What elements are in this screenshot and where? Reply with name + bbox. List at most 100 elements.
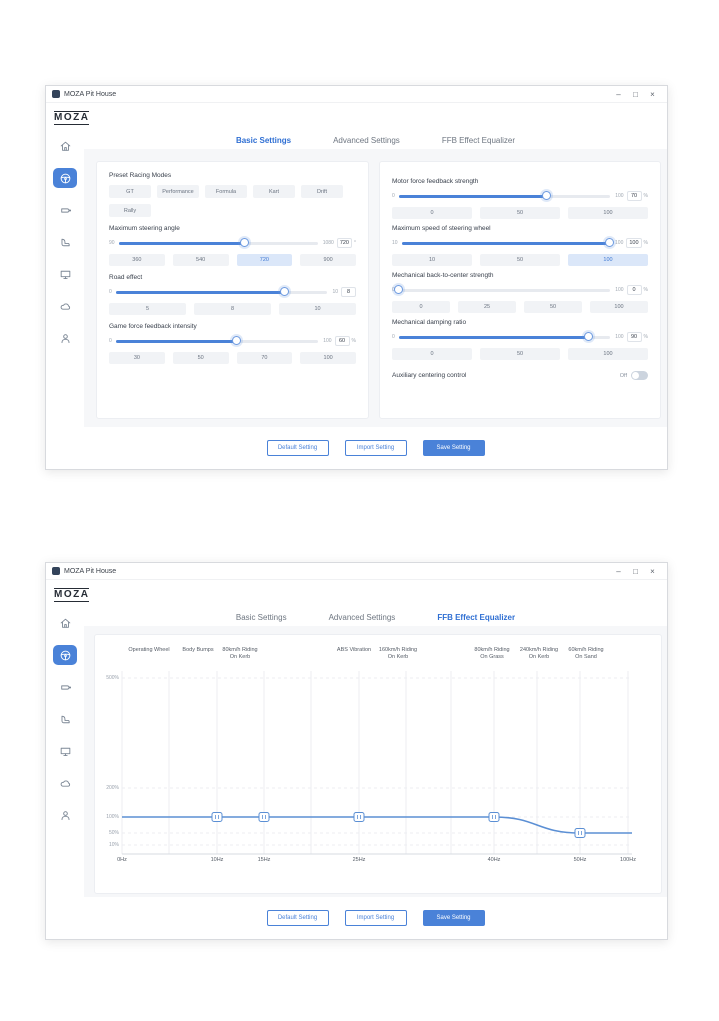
slider-handle[interactable] xyxy=(280,287,290,296)
slider-presets: 360 540 720 900 xyxy=(109,254,356,266)
preset-50-button[interactable]: 50 xyxy=(480,348,560,360)
sidebar-item-wheelbase[interactable] xyxy=(53,677,77,697)
auxiliary-centering-toggle[interactable] xyxy=(631,371,648,380)
rig-icon xyxy=(61,238,70,246)
preset-0-button[interactable]: 0 xyxy=(392,348,472,360)
slider-track-mechanical-damping-ratio[interactable] xyxy=(398,332,611,341)
maximize-button[interactable]: □ xyxy=(633,89,638,99)
eq-band-handle[interactable] xyxy=(574,828,586,838)
tab-advanced-settings[interactable]: Advanced Settings xyxy=(333,126,400,153)
preset-30-button[interactable]: 30 xyxy=(109,352,165,364)
eq-band-handle[interactable] xyxy=(488,812,500,822)
eq-band-handle[interactable] xyxy=(258,812,270,822)
sidebar-item-rig[interactable] xyxy=(53,709,77,729)
save-setting-button[interactable]: Save Setting xyxy=(422,440,485,456)
default-setting-button[interactable]: Default Setting xyxy=(266,440,329,456)
mode-rally-button[interactable]: Rally xyxy=(109,204,151,217)
slider-track-mechanical-back-to-center-strength[interactable] xyxy=(393,285,611,294)
preset-50-button[interactable]: 50 xyxy=(480,254,560,266)
preset-10-button[interactable]: 10 xyxy=(279,303,356,315)
preset-0-button[interactable]: 0 xyxy=(392,301,450,313)
preset-100-button[interactable]: 100 xyxy=(568,348,648,360)
tab-bar: Basic Settings Advanced Settings FFB Effec… xyxy=(84,603,667,630)
sidebar-item-display[interactable] xyxy=(53,264,77,284)
eq-x-tick: 40Hz xyxy=(487,857,501,863)
preset-360-button[interactable]: 360 xyxy=(109,254,165,266)
sidebar-item-cloud[interactable] xyxy=(53,773,77,793)
tab-label: Advanced Settings xyxy=(328,613,396,622)
tab-basic-settings[interactable]: Basic Settings xyxy=(236,603,287,630)
eq-x-tick: 10Hz xyxy=(210,857,224,863)
sidebar-item-rig[interactable] xyxy=(53,232,77,252)
basic-settings-content: Preset Racing Modes GT Performance Formula K… xyxy=(84,149,667,427)
preset-0-button[interactable]: 0 xyxy=(392,207,472,219)
default-setting-button[interactable]: Default Setting xyxy=(266,910,329,926)
slider-track-maximum-steering-angle[interactable] xyxy=(118,238,318,247)
preset-100-button[interactable]: 100 xyxy=(568,207,648,219)
import-setting-button[interactable]: Import Setting xyxy=(344,910,407,926)
slider-handle[interactable] xyxy=(232,336,242,345)
mode-kart-button[interactable]: Kart xyxy=(253,185,295,198)
minimize-button[interactable]: – xyxy=(616,566,621,576)
slider-row: 0 10 8 xyxy=(109,287,356,297)
preset-8-button[interactable]: 8 xyxy=(194,303,271,315)
sidebar-item-user[interactable] xyxy=(53,328,77,348)
mode-formula-button[interactable]: Formula xyxy=(205,185,247,198)
close-button[interactable]: × xyxy=(650,89,655,99)
sidebar-item-steering-wheel[interactable] xyxy=(53,168,77,188)
ffb-equalizer-chart-panel: Operating Wheel Body Bumps 80km/h Riding O… xyxy=(94,634,662,894)
mode-gt-button[interactable]: GT xyxy=(109,185,151,198)
slider-handle[interactable] xyxy=(584,332,594,341)
maximize-button[interactable]: □ xyxy=(633,566,638,576)
preset-540-button[interactable]: 540 xyxy=(172,254,229,266)
steering-wheel-icon xyxy=(60,650,70,660)
preset-50-button[interactable]: 50 xyxy=(480,207,560,219)
slider-track-motor-force-feedback-strength[interactable] xyxy=(398,191,611,200)
preset-25-button[interactable]: 25 xyxy=(458,301,516,313)
slider-track-maximum-speed-of-steering-wheel[interactable] xyxy=(401,238,615,247)
import-setting-button[interactable]: Import Setting xyxy=(344,440,407,456)
preset-50-button[interactable]: 50 xyxy=(524,301,582,313)
preset-100-button[interactable]: 100 xyxy=(300,352,356,364)
steering-wheel-icon xyxy=(60,173,70,183)
sidebar-item-home[interactable] xyxy=(53,136,77,156)
sidebar-item-user[interactable] xyxy=(53,805,77,825)
sidebar-item-display[interactable] xyxy=(53,741,77,761)
slider-fill xyxy=(398,194,547,198)
tab-ffb-effect-equalizer[interactable]: FFB Effect Equalizer xyxy=(442,126,515,153)
mode-performance-button[interactable]: Performance xyxy=(157,185,199,198)
preset-racing-modes: Preset Racing Modes GT Performance Formula K… xyxy=(109,172,356,217)
slider-track-game-force-feedback-intensity[interactable] xyxy=(115,336,319,345)
slider-handle[interactable] xyxy=(393,285,403,294)
sidebar-item-steering-wheel[interactable] xyxy=(53,645,77,665)
slider-value: 8 xyxy=(341,287,356,297)
preset-10-button[interactable]: 10 xyxy=(392,254,472,266)
slider-handle[interactable] xyxy=(605,238,615,247)
preset-50-button[interactable]: 50 xyxy=(172,352,229,364)
tab-label: FFB Effect Equalizer xyxy=(441,136,516,145)
preset-100-button[interactable]: 100 xyxy=(568,254,648,266)
tab-advanced-settings[interactable]: Advanced Settings xyxy=(329,603,396,630)
preset-900-button[interactable]: 900 xyxy=(300,254,356,266)
eq-band-handle[interactable] xyxy=(353,812,365,822)
app-icon xyxy=(52,567,60,575)
sidebar-item-wheelbase[interactable] xyxy=(53,200,77,220)
eq-band-handle[interactable] xyxy=(211,812,223,822)
save-setting-button[interactable]: Save Setting xyxy=(422,910,485,926)
preset-5-button[interactable]: 5 xyxy=(109,303,186,315)
sidebar-item-home[interactable] xyxy=(53,613,77,633)
preset-100-button[interactable]: 100 xyxy=(590,301,648,313)
slider-row: 0 100 70% xyxy=(392,191,648,201)
slider-handle[interactable] xyxy=(541,191,551,200)
minimize-button[interactable]: – xyxy=(616,89,621,99)
sidebar-item-cloud[interactable] xyxy=(53,296,77,316)
slider-presets: 30 50 70 100 xyxy=(109,352,356,364)
preset-70-button[interactable]: 70 xyxy=(236,352,293,364)
slider-fill xyxy=(115,339,238,343)
preset-720-button[interactable]: 720 xyxy=(236,254,293,266)
close-button[interactable]: × xyxy=(650,566,655,576)
slider-track-road-effect[interactable] xyxy=(115,287,328,296)
slider-unit: % xyxy=(643,240,648,246)
mode-drift-button[interactable]: Drift xyxy=(301,185,343,198)
slider-handle[interactable] xyxy=(240,238,250,247)
